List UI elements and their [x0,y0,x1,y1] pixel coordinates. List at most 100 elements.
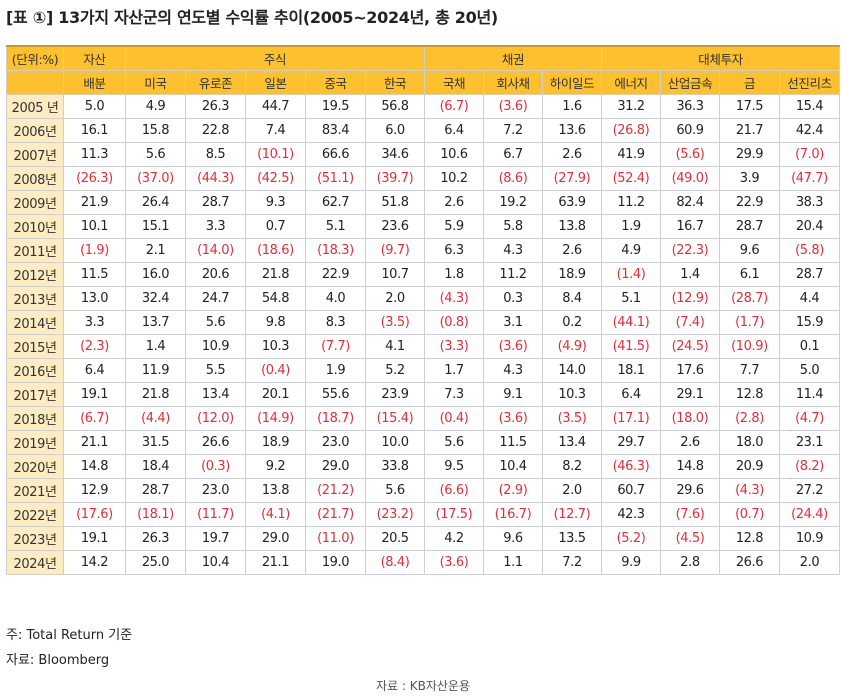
return-cell: 32.4 [125,286,186,311]
return-cell: 10.3 [245,334,306,359]
return-cell: 9.9 [601,550,661,575]
return-cell: 5.1 [601,286,661,311]
year-cell: 2012년 [6,262,64,287]
return-cell: (26.8) [601,118,661,143]
return-cell: 19.5 [305,94,366,119]
column-header: 선진리츠 [779,70,840,95]
column-header: 산업금속 [660,70,720,95]
table-row: 2006년 16.1 15.8 22.8 7.4 83.4 6.0 6.4 7.2 13.6 (26… [6,118,840,143]
column-header: 한국 [365,70,425,95]
table-row: 2023년 19.1 26.3 19.7 29.0 (11.0) 20.5 4.2 9.6 13.… [6,526,840,551]
return-cell: 21.1 [245,550,306,575]
return-cell: 16.0 [125,262,186,287]
table-row: 2010년 10.1 15.1 3.3 0.7 5.1 23.6 5.9 5.8 13.8 1.9 1… [6,214,840,239]
return-cell: 0.1 [779,334,840,359]
return-cell: 14.2 [63,550,126,575]
return-cell: 9.8 [245,310,306,335]
table-row: 2014년 3.3 13.7 5.6 9.8 8.3 (3.5) (0.8) 3.1 0.2 (44… [6,310,840,335]
column-header: 중국 [305,70,366,95]
return-cell: (24.4) [779,502,840,527]
return-cell: 63.9 [542,190,602,215]
return-cell: (18.0) [660,406,720,431]
year-cell: 2008년 [6,166,64,191]
table-row: 2017년 19.1 21.8 13.4 20.1 55.6 23.9 7.3 9.1 10.3 6… [6,382,840,407]
return-cell: 10.1 [63,214,126,239]
return-cell: 13.4 [542,430,602,455]
return-cell: 38.3 [779,190,840,215]
return-cell: 13.0 [63,286,126,311]
return-cell: 55.6 [305,382,366,407]
return-cell: 6.7 [483,142,543,167]
return-cell: (51.1) [305,166,366,191]
return-cell: 23.1 [779,430,840,455]
return-cell: (3.6) [483,334,543,359]
return-cell: (18.3) [305,238,366,263]
return-cell: 0.2 [542,310,602,335]
return-cell: (10.1) [245,142,306,167]
return-cell: 20.4 [779,214,840,239]
return-cell: 6.1 [719,262,780,287]
return-cell: 5.2 [365,358,425,383]
return-cell: 10.3 [542,382,602,407]
return-cell: (4.5) [660,526,720,551]
return-cell: (8.4) [365,550,425,575]
return-cell: 8.2 [542,454,602,479]
unit-label-spacer [6,70,64,95]
return-cell: (15.4) [365,406,425,431]
return-cell: 21.9 [63,190,126,215]
return-cell: 22.8 [185,118,246,143]
alternatives-group-header: 대체투자 [601,45,840,71]
return-cell: 28.7 [125,478,186,503]
return-cell: (5.6) [660,142,720,167]
return-cell: 17.5 [719,94,780,119]
return-cell: (3.3) [424,334,484,359]
column-header: 금 [719,70,780,95]
return-cell: (7.7) [305,334,366,359]
return-cell: (16.7) [483,502,543,527]
return-cell: (4.1) [245,502,306,527]
return-cell: (6.6) [424,478,484,503]
return-cell: 22.9 [719,190,780,215]
return-cell: (0.4) [245,358,306,383]
return-cell: (44.3) [185,166,246,191]
return-cell: 4.9 [601,238,661,263]
return-cell: 29.6 [660,478,720,503]
return-cell: 13.8 [245,478,306,503]
return-cell: 7.3 [424,382,484,407]
return-cell: (21.2) [305,478,366,503]
table-row: 2021년 12.9 28.7 23.0 13.8 (21.2) 5.6 (6.6) (2.9)… [6,478,840,503]
return-cell: 23.0 [185,478,246,503]
basis-note: 주: Total Return 기준 [6,628,133,643]
return-cell: 2.6 [542,238,602,263]
year-cell: 2010년 [6,214,64,239]
year-cell: 2005 년 [6,94,64,119]
return-cell: 11.9 [125,358,186,383]
return-cell: 18.9 [542,262,602,287]
return-cell: 60.9 [660,118,720,143]
return-cell: (24.5) [660,334,720,359]
return-cell: (10.9) [719,334,780,359]
return-cell: 14.8 [660,454,720,479]
return-cell: 20.1 [245,382,306,407]
dividend-header-bottom: 배분 [63,70,126,95]
return-cell: 11.3 [63,142,126,167]
return-cell: (41.5) [601,334,661,359]
return-cell: 5.6 [185,310,246,335]
return-cell: 5.0 [779,358,840,383]
return-cell: 54.8 [245,286,306,311]
return-cell: 3.3 [63,310,126,335]
return-cell: 4.3 [483,358,543,383]
return-cell: 15.1 [125,214,186,239]
return-cell: (8.6) [483,166,543,191]
return-cell: (3.6) [424,550,484,575]
year-cell: 2024년 [6,550,64,575]
return-cell: 5.6 [125,142,186,167]
column-header: 에너지 [601,70,661,95]
return-cell: 1.4 [660,262,720,287]
return-cell: (47.7) [779,166,840,191]
year-cell: 2014년 [6,310,64,335]
return-cell: 10.4 [185,550,246,575]
year-cell: 2007년 [6,142,64,167]
return-cell: 10.7 [365,262,425,287]
return-cell: (3.6) [483,406,543,431]
